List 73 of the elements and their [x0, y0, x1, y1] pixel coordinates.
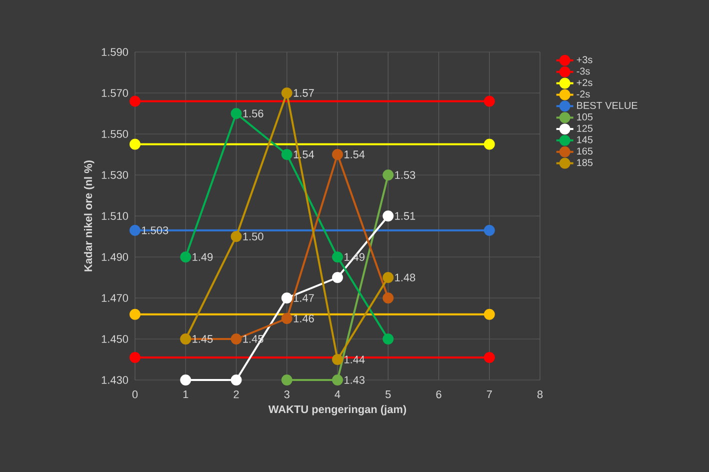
data-label: 1.47 [294, 294, 314, 302]
point [281, 149, 292, 160]
point [484, 138, 495, 150]
x-tick-label: 7 [486, 390, 492, 398]
data-label: 1.46 [294, 314, 314, 322]
x-tick-label: 5 [386, 390, 391, 398]
point [230, 231, 242, 242]
data-label: 1.54 [344, 150, 365, 158]
point [130, 224, 140, 236]
point [382, 292, 394, 304]
legend-label: 145 [577, 136, 593, 144]
x-tick-label: 3 [284, 390, 290, 398]
point [332, 354, 343, 365]
y-tick-label: 1.430 [102, 376, 128, 384]
point [484, 96, 495, 107]
data-label: 1.503 [142, 226, 168, 234]
y-axis-title: Kadar nikel ore (nl %) [84, 160, 94, 272]
x-tick-label: 6 [436, 390, 442, 398]
point [382, 272, 394, 283]
point [382, 334, 394, 344]
point [332, 374, 343, 386]
point [281, 374, 292, 386]
point [332, 252, 343, 262]
point [130, 308, 140, 320]
y-tick-label: 1.530 [102, 171, 128, 179]
legend-label: 105 [577, 113, 593, 120]
legend-label: BEST VELUE [577, 102, 638, 109]
legend-label: +2s [576, 79, 592, 86]
data-label: 1.50 [243, 232, 264, 240]
point [130, 138, 140, 150]
legend-label: 185 [577, 159, 593, 166]
point [230, 108, 242, 119]
point [332, 149, 343, 160]
data-label: 1.51 [395, 212, 416, 220]
point [382, 170, 394, 180]
legend-label: +3s [576, 56, 592, 64]
point [180, 252, 192, 262]
x-tick-label: 1 [183, 390, 188, 398]
data-label: 1.43 [344, 376, 365, 384]
point [484, 308, 495, 320]
point [180, 374, 192, 386]
y-tick-label: 1.590 [102, 48, 128, 56]
y-tick-label: 1.570 [102, 89, 128, 97]
data-label: 1.49 [192, 253, 213, 261]
point [230, 374, 242, 386]
data-label: 1.53 [395, 171, 416, 179]
point [281, 313, 292, 324]
y-tick-label: 1.450 [102, 335, 128, 343]
point [484, 224, 495, 236]
point [281, 292, 292, 304]
data-label: 1.56 [243, 110, 264, 118]
x-tick-label: 2 [234, 390, 239, 398]
y-tick-label: 1.490 [102, 253, 128, 261]
x-tick-label: 0 [132, 390, 138, 398]
point [382, 210, 394, 222]
point [484, 352, 495, 363]
data-label: 1.48 [395, 274, 416, 282]
y-tick-label: 1.510 [102, 212, 128, 220]
y-tick-label: 1.550 [102, 130, 128, 138]
point [130, 352, 140, 363]
x-tick-label: 8 [537, 390, 543, 398]
point [332, 272, 343, 283]
y-tick-label: 1.470 [102, 294, 128, 302]
x-tick-label: 4 [334, 390, 340, 398]
legend-label: 165 [577, 148, 593, 155]
legend-label: -3s [576, 68, 590, 75]
point [130, 96, 140, 107]
legend-label: -2s [576, 90, 590, 98]
x-axis-title: WAKTU pengeringan (jam) [268, 405, 406, 416]
point [281, 88, 292, 98]
legend-label: 125 [577, 124, 593, 132]
data-label: 1.57 [294, 89, 314, 97]
point [230, 334, 242, 344]
